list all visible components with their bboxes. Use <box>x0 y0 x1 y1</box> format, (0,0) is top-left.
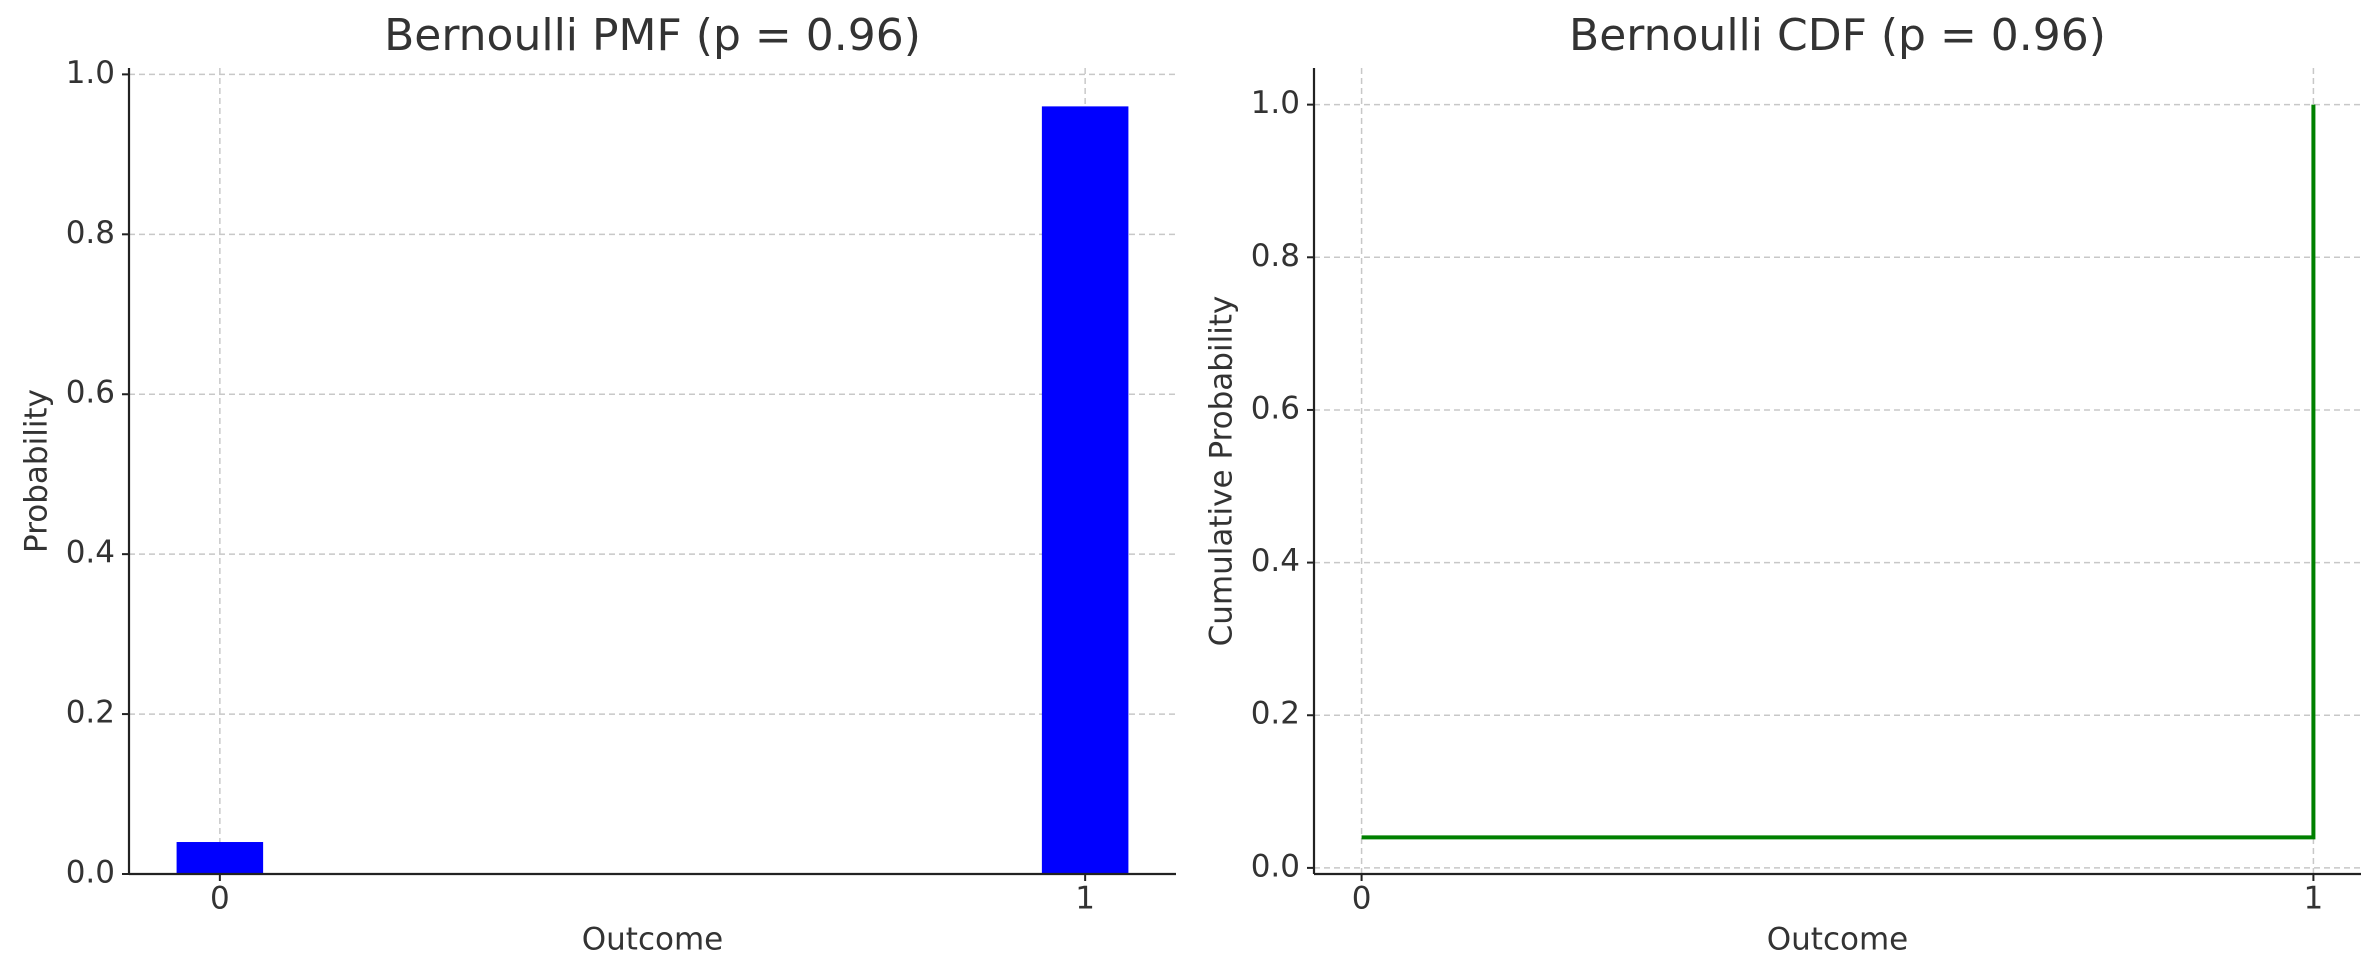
y-tick-label: 1.0 <box>66 55 115 91</box>
y-tick-label: 0.6 <box>1251 390 1300 426</box>
x-tick-label: 0 <box>210 881 230 917</box>
x-tick-label: 0 <box>1352 881 1372 917</box>
y-tick-label: 0.8 <box>1251 238 1300 274</box>
y-tick-label: 0.0 <box>1251 848 1300 884</box>
x-axis-label: Outcome <box>1767 922 1908 958</box>
line <box>1361 104 2316 840</box>
x-tick-label: 1 <box>2304 881 2324 917</box>
x-tick-label: 1 <box>1075 881 1095 917</box>
y-tick-label: 0.2 <box>66 695 115 731</box>
bar <box>1041 106 1129 874</box>
chart-title: Bernoulli CDF (p = 0.96) <box>1569 10 2106 61</box>
y-tick-label: 0.0 <box>66 855 115 891</box>
y-tick-label: 1.0 <box>1251 85 1300 121</box>
y-tick-label: 0.6 <box>66 375 115 411</box>
y-tick-label: 0.4 <box>66 535 115 571</box>
y-tick-label: 0.8 <box>66 215 115 251</box>
y-axis-label: Probability <box>19 389 55 553</box>
y-tick-label: 0.4 <box>1251 543 1300 579</box>
bar <box>176 842 264 874</box>
y-axis-label: Cumulative Probability <box>1204 296 1240 647</box>
x-axis-label: Outcome <box>582 922 723 958</box>
y-tick-label: 0.2 <box>1251 696 1300 732</box>
chart-title: Bernoulli PMF (p = 0.96) <box>384 10 921 61</box>
